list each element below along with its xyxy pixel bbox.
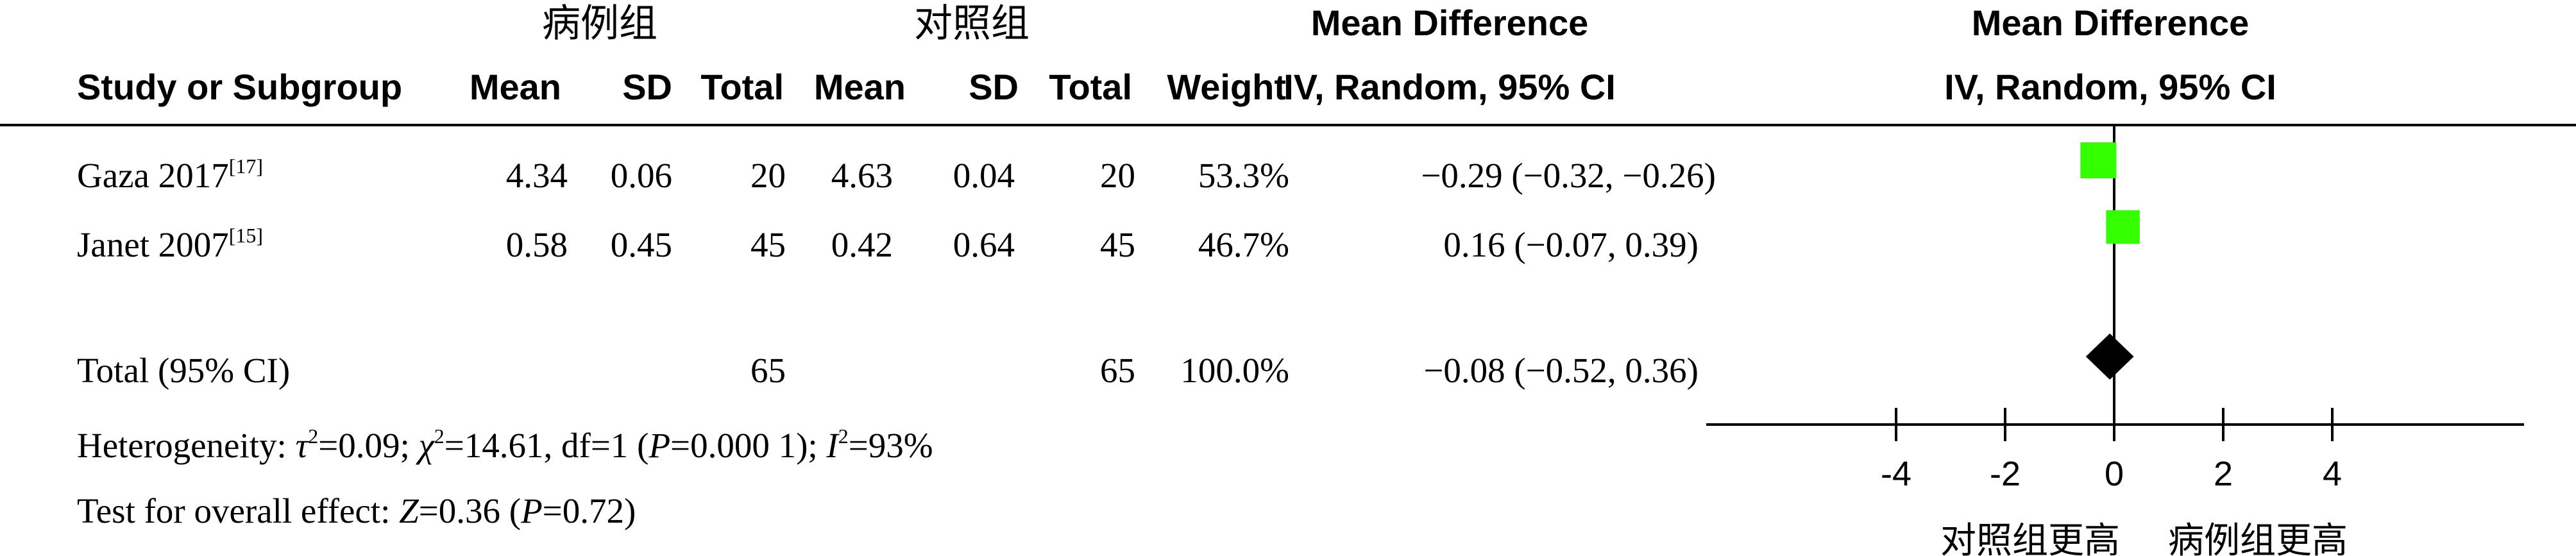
- weight-value: 46.7%: [1198, 225, 1289, 264]
- exp-total-header: Total: [700, 67, 784, 107]
- favours-right-label: 病例组更高: [2168, 520, 2348, 556]
- x-tick-label: -2: [1990, 455, 2021, 493]
- exp-mean-value: 4.34: [506, 156, 568, 195]
- exp-total-value: 20: [750, 156, 786, 195]
- weight-value: 53.3%: [1198, 156, 1289, 195]
- ci-value: 0.16 (−0.07, 0.39): [1443, 225, 1699, 264]
- total-ctl-total: 65: [1100, 351, 1135, 390]
- plot-method-header: IV, Random, 95% CI: [1944, 67, 2276, 107]
- total-label: Total (95% CI): [77, 351, 290, 390]
- exp-total-value: 45: [750, 225, 786, 264]
- ctl-total-value: 20: [1100, 156, 1135, 195]
- plot-title: Mean Difference: [1972, 3, 2250, 43]
- ctl-total-header: Total: [1049, 67, 1132, 107]
- exp-sd-header: SD: [622, 67, 672, 107]
- experimental-group-header: 病例组: [542, 1, 657, 46]
- pooled-diamond: [2085, 333, 2134, 380]
- study-marker: [2106, 210, 2140, 244]
- study-marker: [2080, 142, 2117, 178]
- total-exp-total: 65: [750, 351, 786, 390]
- x-tick-label: 2: [2214, 455, 2233, 493]
- study-name: Gaza 2017[17]: [77, 155, 263, 195]
- exp-sd-value: 0.06: [611, 156, 672, 195]
- overall-effect-text: Test for overall effect: Z=0.36 (P=0.72): [77, 491, 636, 530]
- study-name: Janet 2007[15]: [77, 224, 263, 264]
- ctl-sd-value: 0.64: [953, 225, 1015, 264]
- total-ci-value: −0.08 (−0.52, 0.36): [1423, 351, 1699, 390]
- ci-value: −0.29 (−0.32, −0.26): [1421, 156, 1716, 195]
- heterogeneity-text: Heterogeneity: τ2=0.09; χ2=14.61, df=1 (…: [77, 425, 933, 465]
- ctl-sd-header: SD: [969, 67, 1019, 107]
- ctl-mean-value: 0.42: [831, 225, 893, 264]
- control-group-header: 对照组: [914, 1, 1030, 46]
- exp-sd-value: 0.45: [611, 225, 672, 264]
- exp-mean-value: 0.58: [506, 225, 568, 264]
- md-method-header: IV, Random, 95% CI: [1284, 67, 1616, 107]
- ctl-mean-value: 4.63: [831, 156, 893, 195]
- ctl-total-value: 45: [1100, 225, 1135, 264]
- md-column-title: Mean Difference: [1311, 3, 1589, 43]
- study-column-header: Study or Subgroup: [77, 67, 402, 107]
- x-tick-label: -4: [1881, 455, 1911, 493]
- ctl-mean-header: Mean: [814, 67, 906, 107]
- ctl-sd-value: 0.04: [953, 156, 1015, 195]
- favours-left-label: 对照组更高: [1940, 520, 2120, 556]
- x-tick-label: 0: [2105, 455, 2124, 493]
- x-tick-label: 4: [2323, 455, 2342, 493]
- weight-header: Weight: [1167, 67, 1286, 107]
- total-weight: 100.0%: [1180, 351, 1289, 390]
- exp-mean-header: Mean: [470, 67, 561, 107]
- forest-plot: -4 -2 0 2 4: [1706, 125, 2524, 493]
